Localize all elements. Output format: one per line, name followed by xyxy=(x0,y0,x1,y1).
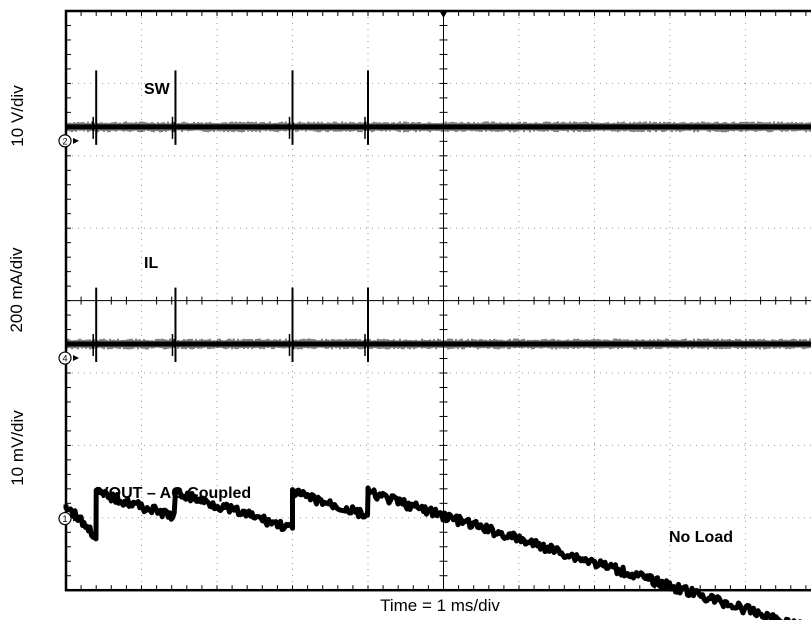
channel-markers: 2 4 1 xyxy=(58,134,79,526)
plot-grid xyxy=(64,9,811,592)
trace-vout-ac-coupled xyxy=(63,485,802,620)
trace-ripple xyxy=(63,485,802,620)
channel-marker-arrow xyxy=(73,515,79,522)
trace-il xyxy=(65,287,811,363)
channel-marker-number: 4 xyxy=(62,354,67,364)
channel-marker-number: 2 xyxy=(62,136,67,146)
channel-marker-circle xyxy=(58,511,72,526)
y-label-channel-2: 10 V/div xyxy=(8,85,27,147)
channel-marker-4: 4 xyxy=(58,351,79,365)
trace-noise xyxy=(65,121,811,133)
channel-marker-arrow xyxy=(73,355,79,362)
trace-noise xyxy=(65,338,811,350)
channel-marker-circle xyxy=(58,351,72,365)
channel-marker-circle xyxy=(58,134,72,148)
waveform-traces xyxy=(63,70,811,620)
channel-marker-1: 1 xyxy=(58,511,79,526)
channel-marker-arrow xyxy=(73,137,79,144)
trigger-position-marker xyxy=(439,11,448,18)
series-label-il: IL xyxy=(144,255,158,272)
series-label-vout: VOUT – AC Coupled xyxy=(98,485,251,502)
y-label-channel-4: 200 mA/div xyxy=(7,247,26,333)
series-label-sw: SW xyxy=(144,81,171,98)
y-label-channel-1: 10 mV/div xyxy=(8,410,27,486)
annotation-no-load: No Load xyxy=(669,529,733,546)
trace-sw xyxy=(65,70,811,145)
channel-marker-2: 2 xyxy=(58,134,79,148)
channel-marker-number: 1 xyxy=(62,514,67,524)
x-axis-label: Time = 1 ms/div xyxy=(380,596,500,615)
